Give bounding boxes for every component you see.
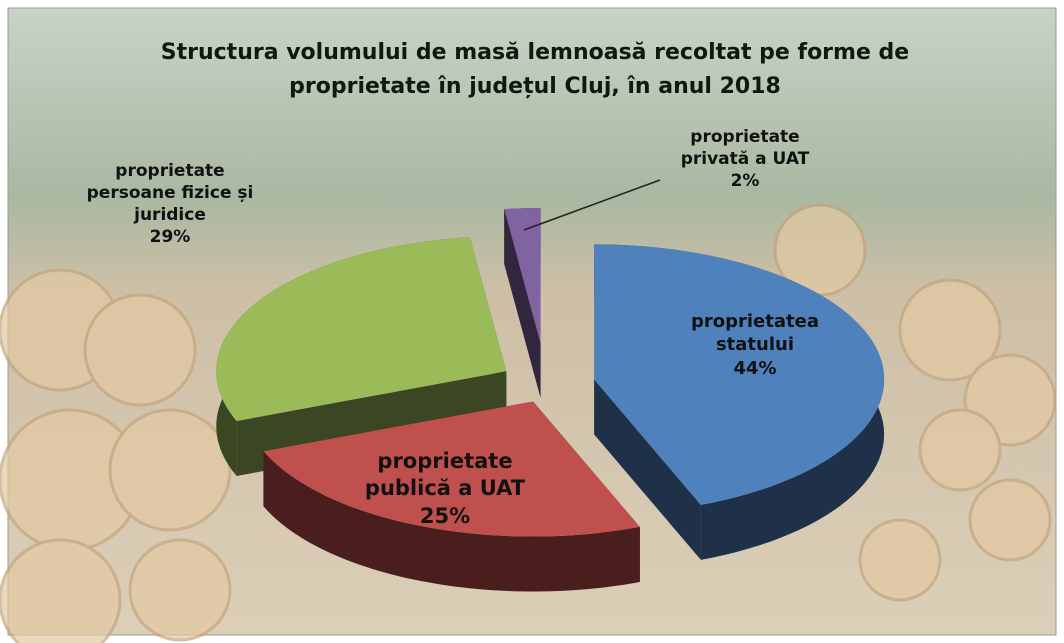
pie-slice-wall <box>263 451 640 592</box>
category-label: proprietate persoane fizice și juridice <box>86 161 254 226</box>
data-label: proprietate privată a UAT 2% <box>660 126 830 192</box>
value-label: 44% <box>733 357 777 379</box>
pie-slice <box>216 237 507 421</box>
pie-slice <box>263 401 640 537</box>
pie-slice-group <box>594 244 885 560</box>
leader-line <box>523 179 661 231</box>
pie-slice <box>504 208 541 344</box>
value-label: 29% <box>149 227 191 248</box>
data-label: proprietate persoane fizice și juridice 2… <box>80 160 260 248</box>
pie-slice-group <box>504 208 541 399</box>
pie <box>216 208 885 592</box>
value-label: 2% <box>730 171 760 192</box>
category-label: proprietatea statului <box>691 311 819 356</box>
data-label: proprietatea statului 44% <box>670 310 840 380</box>
pie-slice-side <box>594 379 701 560</box>
chart-title: Structura volumului de masă lemnoasă rec… <box>160 40 910 100</box>
value-label: 25% <box>419 503 471 528</box>
pie-slice <box>594 244 885 505</box>
category-label: proprietate privată a UAT <box>680 127 810 170</box>
category-label: proprietate publică a UAT <box>364 449 526 501</box>
pie-slice-group <box>263 401 640 592</box>
log-ends <box>0 203 1057 643</box>
data-label: proprietate publică a UAT 25% <box>345 448 545 530</box>
